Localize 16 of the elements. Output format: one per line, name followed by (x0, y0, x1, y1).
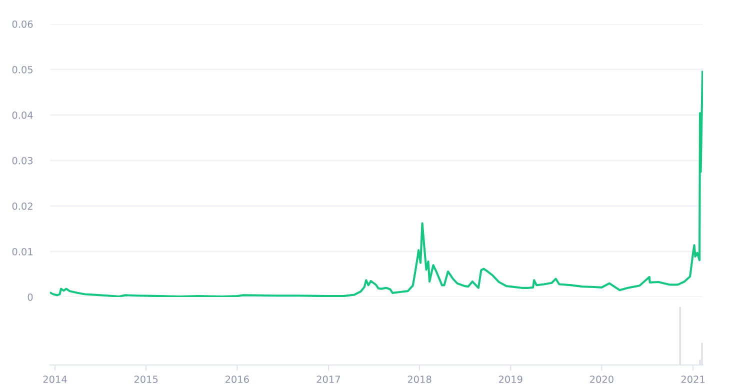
x-tick-label: 2019 (498, 376, 522, 383)
x-tick-label: 2015 (134, 376, 158, 383)
y-tick-label: 0 (28, 293, 33, 301)
y-tick-label: 0.03 (12, 156, 33, 164)
x-tick-label: 2014 (43, 376, 67, 383)
x-tick-label: 2017 (316, 376, 340, 383)
y-tick-label: 0.04 (12, 111, 33, 119)
x-tick-label: 2018 (408, 376, 432, 383)
x-tick-label: 2021 (681, 376, 704, 383)
y-tick-label: 0.02 (12, 202, 32, 210)
y-tick-label: 0.01 (12, 248, 32, 256)
line-series (50, 70, 703, 297)
y-tick-label: 0.05 (12, 66, 32, 74)
y-tick-label: 0.06 (12, 20, 33, 28)
x-tick-label: 2020 (590, 376, 614, 383)
x-tick-label: 2016 (225, 376, 249, 383)
